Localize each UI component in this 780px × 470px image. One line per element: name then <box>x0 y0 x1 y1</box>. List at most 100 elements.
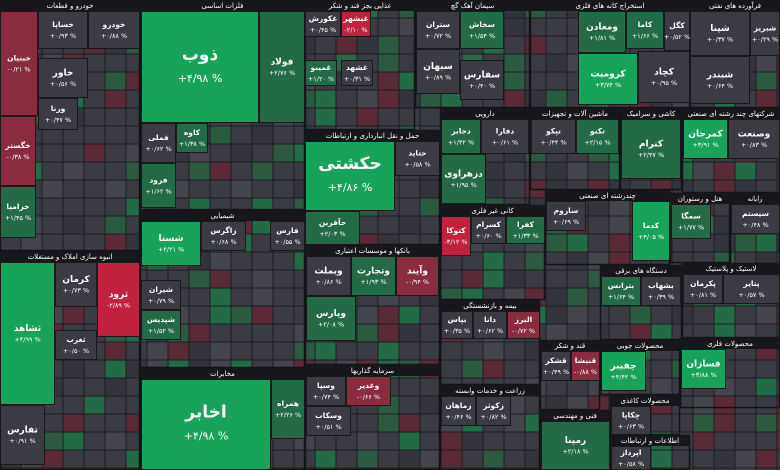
filler-cell <box>525 270 546 288</box>
filler-cell <box>525 252 546 270</box>
tile <box>271 379 305 439</box>
filler-cell <box>252 306 273 324</box>
filler-cell <box>735 432 756 450</box>
tile <box>141 310 181 340</box>
filler-cell <box>42 162 63 180</box>
tile <box>306 256 351 296</box>
filler-cell <box>231 306 252 324</box>
tile <box>305 211 360 245</box>
sector-header <box>682 263 780 274</box>
filler-cell <box>714 468 735 470</box>
sector-header <box>440 300 540 311</box>
filler-cell <box>0 234 21 252</box>
tile-name: خبنیان <box>7 54 31 63</box>
filler-cell <box>42 144 63 162</box>
filler-cell <box>567 288 588 306</box>
filler-cell <box>21 234 42 252</box>
sector: محصولات فلزی فسازان+۳/۸۸ % <box>679 337 780 409</box>
filler-cell <box>378 324 399 342</box>
tile <box>546 201 586 231</box>
tile-change: +۰/۶۸ % <box>210 238 236 246</box>
filler-cell <box>504 72 525 90</box>
filler-cell <box>735 450 756 468</box>
tile-name: زاگرس <box>210 226 236 235</box>
filler-cell <box>189 180 210 198</box>
filler-cell <box>420 414 441 432</box>
sector-header <box>140 368 305 379</box>
filler-cell <box>84 234 105 252</box>
tile <box>750 11 780 56</box>
tile-change: +۰/۶۱ % <box>492 139 518 147</box>
filler-cell <box>105 162 126 180</box>
filler-cell <box>84 72 105 90</box>
filler-cell <box>399 198 420 216</box>
filler-cell <box>63 450 84 468</box>
filler-cell <box>378 108 399 126</box>
tile <box>0 186 36 238</box>
filler-cell <box>525 36 546 54</box>
sector-title: انبوه سازی املاک و مستغلات <box>28 253 113 261</box>
tile-change: -۰/۳۸ % <box>6 153 29 161</box>
filler-cell <box>525 72 546 90</box>
tile-change: +۰/۳۹ % <box>648 293 674 301</box>
filler-cell <box>504 162 525 180</box>
tile-change: +۰/۷۴ % <box>313 393 339 401</box>
filler-cell <box>714 306 735 324</box>
sector-title: اطلاعات و ارتباطات <box>621 437 679 445</box>
filler-cell <box>546 252 567 270</box>
tile-name: وسکاب <box>315 411 342 420</box>
filler-cell <box>42 450 63 468</box>
filler-cell <box>357 36 378 54</box>
filler-cell <box>567 162 588 180</box>
filler-cell <box>609 306 630 324</box>
filler-cell <box>252 270 273 288</box>
filler-cell <box>84 414 105 432</box>
tile-change: +۰/۶۹ % <box>553 218 579 226</box>
sector: شرکتهای چند رشته ای صنعتی کمرجان+۳/۹۱ % وص… <box>681 107 780 194</box>
sector-title: محصولات چوبی <box>617 342 664 350</box>
filler-cell <box>567 234 588 252</box>
sector-title: دارویی <box>475 110 495 118</box>
filler-cell <box>273 324 294 342</box>
tile-name: فرود <box>149 176 167 185</box>
tile-change: -۰/۸۸ % <box>574 368 597 376</box>
sector: خودرو و قطعات خبنیان -۰/۲۱ % خساپا +۰/۹۳ % خو… <box>0 0 141 252</box>
tile-name: شبندر <box>706 71 734 81</box>
tile-name: تپکو <box>545 127 561 136</box>
filler-cell <box>357 342 378 360</box>
filler-cell <box>567 378 588 396</box>
tile <box>723 274 780 304</box>
filler-cell <box>252 162 273 180</box>
tile <box>141 163 176 208</box>
filler-cell <box>693 450 714 468</box>
filler-cell <box>231 324 252 342</box>
filler-cell <box>525 90 546 108</box>
filler-cell <box>651 450 672 468</box>
tile-change: +۱/۳۳ % <box>512 232 538 240</box>
tile-change: +۲/۱۸ % <box>562 448 588 456</box>
filler-cell <box>735 306 756 324</box>
filler-cell <box>84 450 105 468</box>
filler-cell <box>210 306 231 324</box>
sector-header <box>140 210 305 221</box>
filler-cell <box>315 342 336 360</box>
filler-cell <box>483 162 504 180</box>
tile <box>0 11 38 116</box>
filler-cell <box>756 72 777 90</box>
tile <box>341 11 371 37</box>
tile-name: وبملت <box>314 267 342 277</box>
sector: فلزات اساسی ذوب +۴/۹۸ % فولاد+۲/۷۶ % فملی +۰/… <box>139 0 306 211</box>
tile <box>306 296 356 341</box>
tile <box>55 330 97 360</box>
tile <box>0 116 36 186</box>
tile-name: وسپا <box>317 381 335 390</box>
tile-name: ثرود <box>109 290 128 300</box>
filler-cell <box>504 342 525 360</box>
filler-cell <box>63 396 84 414</box>
sector-title: هتل و رستوران <box>678 195 723 203</box>
tile-name: زماهان <box>445 401 471 410</box>
tile-name: تکنو <box>589 127 605 136</box>
filler-cell <box>315 36 336 54</box>
tile-change: +۱/۵۲ % <box>148 327 174 335</box>
tile <box>601 351 646 391</box>
